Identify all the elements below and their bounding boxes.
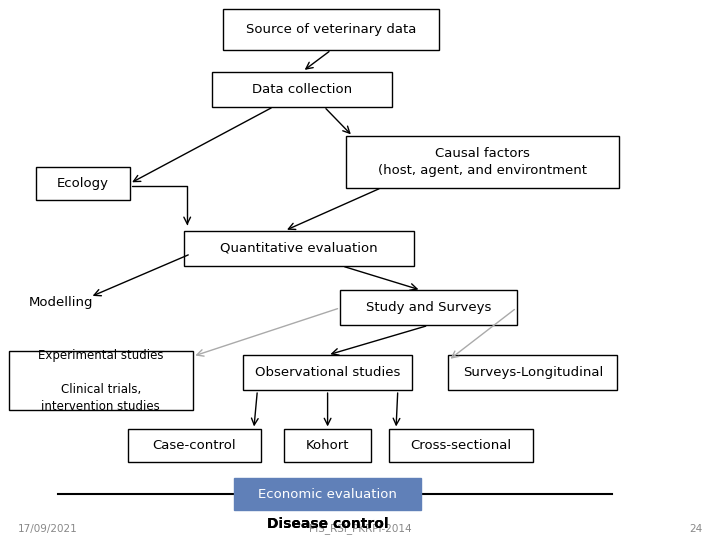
Text: Data collection: Data collection	[252, 83, 353, 96]
Text: 24: 24	[689, 523, 702, 534]
Bar	[284, 429, 371, 462]
Text: Surveys-Longitudinal: Surveys-Longitudinal	[463, 366, 603, 379]
Text: Ecology: Ecology	[57, 177, 109, 190]
Bar	[340, 291, 517, 325]
Text: Case-control: Case-control	[153, 439, 236, 452]
Text: Kohort: Kohort	[306, 439, 349, 452]
Text: Experimental studies

Clinical trials,
intervention studies: Experimental studies Clinical trials, in…	[38, 349, 163, 413]
Bar	[212, 71, 392, 106]
Bar	[234, 478, 421, 510]
Bar	[243, 355, 413, 390]
Text: Disease control: Disease control	[267, 517, 388, 531]
Bar	[448, 355, 618, 390]
Bar	[128, 429, 261, 462]
Text: Source of veterinary data: Source of veterinary data	[246, 23, 416, 36]
Bar	[389, 429, 533, 462]
Bar	[9, 351, 193, 410]
Text: Causal factors
(host, agent, and environtment: Causal factors (host, agent, and environ…	[378, 147, 587, 177]
Text: Quantitative evaluation: Quantitative evaluation	[220, 242, 377, 255]
Bar	[36, 167, 130, 200]
Text: Study and Surveys: Study and Surveys	[366, 301, 491, 314]
Text: Cross-sectional: Cross-sectional	[410, 439, 511, 452]
Bar	[346, 137, 619, 188]
Bar	[184, 231, 414, 266]
Text: Economic evaluation: Economic evaluation	[258, 488, 397, 501]
Text: Observational studies: Observational studies	[255, 366, 400, 379]
Text: Disease control: Disease control	[267, 517, 388, 531]
Text: PIS_RSI_PKRPI-2014: PIS_RSI_PKRPI-2014	[309, 523, 411, 534]
Bar	[223, 10, 439, 50]
Text: 17/09/2021: 17/09/2021	[18, 523, 78, 534]
Text: Modelling: Modelling	[29, 296, 94, 309]
